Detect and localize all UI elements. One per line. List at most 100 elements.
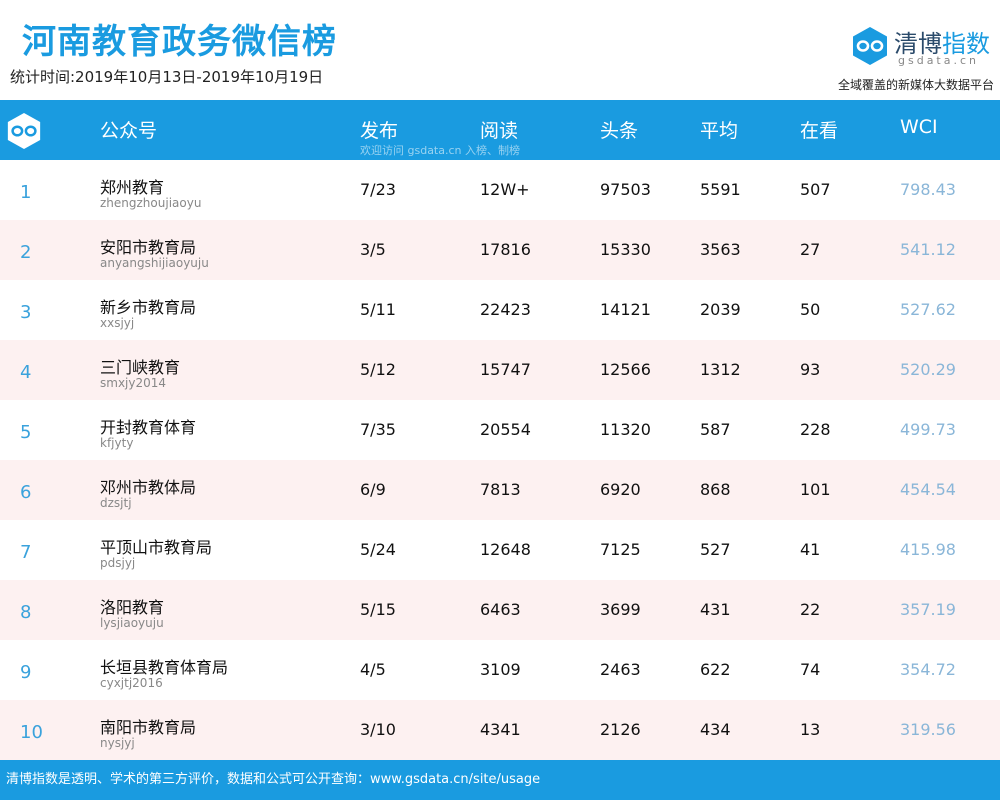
- watching-count: 101: [800, 480, 831, 499]
- average-count: 622: [700, 660, 731, 679]
- publish-count: 7/23: [360, 180, 396, 199]
- headline-count: 3699: [600, 600, 641, 619]
- headline-count: 15330: [600, 240, 651, 259]
- account-name[interactable]: 新乡市教育局: [100, 298, 197, 317]
- wci-score: 354.72: [900, 660, 956, 679]
- watching-count: 93: [800, 360, 821, 379]
- brand-domain: gsdata.cn: [898, 54, 980, 67]
- column-header-headline[interactable]: 头条: [600, 120, 639, 142]
- table-row[interactable]: 6 邓州市教体局 dzsjtj 6/9 7813 6920 868 101 45…: [0, 460, 1000, 520]
- rank: 9: [20, 662, 32, 683]
- read-count: 7813: [480, 480, 521, 499]
- publish-count: 5/15: [360, 600, 396, 619]
- headline-count: 7125: [600, 540, 641, 559]
- publish-count: 7/35: [360, 420, 396, 439]
- publish-count: 5/11: [360, 300, 396, 319]
- watching-count: 22: [800, 600, 821, 619]
- rank: 7: [20, 542, 32, 563]
- publish-count: 3/5: [360, 240, 386, 259]
- account-id: smxjy2014: [100, 376, 167, 390]
- table-row[interactable]: 4 三门峡教育 smxjy2014 5/12 15747 12566 1312 …: [0, 340, 1000, 400]
- average-count: 3563: [700, 240, 741, 259]
- brand-name: 清博指数: [894, 24, 990, 59]
- headline-count: 97503: [600, 180, 651, 199]
- watching-count: 41: [800, 540, 821, 559]
- read-count: 12648: [480, 540, 531, 559]
- publish-count: 3/10: [360, 720, 396, 739]
- column-header-wci[interactable]: WCI: [900, 116, 938, 138]
- table-row[interactable]: 2 安阳市教育局 anyangshijiaoyuju 3/5 17816 153…: [0, 220, 1000, 280]
- account-id: dzsjtj: [100, 496, 132, 510]
- average-count: 2039: [700, 300, 741, 319]
- watching-count: 13: [800, 720, 821, 739]
- column-header-watching[interactable]: 在看: [800, 120, 839, 142]
- read-count: 22423: [480, 300, 531, 319]
- rank: 3: [20, 302, 32, 323]
- table-row[interactable]: 9 长垣县教育体育局 cyxjtj2016 4/5 3109 2463 622 …: [0, 640, 1000, 700]
- account-name[interactable]: 安阳市教育局: [100, 238, 197, 257]
- column-header-average[interactable]: 平均: [700, 120, 739, 142]
- watching-count: 50: [800, 300, 821, 319]
- wci-score: 454.54: [900, 480, 956, 499]
- column-header-read[interactable]: 阅读: [480, 120, 519, 142]
- account-name[interactable]: 洛阳教育: [100, 598, 165, 617]
- average-count: 431: [700, 600, 731, 619]
- table-row[interactable]: 5 开封教育体育 kfjyty 7/35 20554 11320 587 228…: [0, 400, 1000, 460]
- average-count: 5591: [700, 180, 741, 199]
- rank: 2: [20, 242, 32, 263]
- rank: 6: [20, 482, 32, 503]
- read-count: 17816: [480, 240, 531, 259]
- brand-slogan: 全域覆盖的新媒体大数据平台: [837, 78, 994, 92]
- read-count: 20554: [480, 420, 531, 439]
- column-header-publish[interactable]: 发布: [360, 120, 399, 142]
- account-id: cyxjtj2016: [100, 676, 163, 690]
- read-count: 4341: [480, 720, 521, 739]
- wci-score: 319.56: [900, 720, 956, 739]
- ranking-table-body: 1 郑州教育 zhengzhoujiaoyu 7/23 12W+ 97503 5…: [0, 160, 1000, 760]
- table-row[interactable]: 8 洛阳教育 lysjiaoyuju 5/15 6463 3699 431 22…: [0, 580, 1000, 640]
- publish-count: 5/24: [360, 540, 396, 559]
- watching-count: 507: [800, 180, 831, 199]
- wci-score: 527.62: [900, 300, 956, 319]
- table-row[interactable]: 7 平顶山市教育局 pdsjyj 5/24 12648 7125 527 41 …: [0, 520, 1000, 580]
- account-id: nysjyj: [100, 736, 135, 750]
- account-name[interactable]: 三门峡教育: [100, 358, 181, 377]
- account-name[interactable]: 平顶山市教育局: [100, 538, 213, 557]
- column-header-account[interactable]: 公众号: [100, 120, 158, 142]
- footer-text[interactable]: 清博指数是透明、学术的第三方评价，数据和公式可公开查询：www.gsdata.c…: [6, 772, 541, 787]
- brand-block[interactable]: 清博指数 gsdata.cn 全域覆盖的新媒体大数据平台: [824, 24, 994, 94]
- watching-count: 27: [800, 240, 821, 259]
- table-row[interactable]: 3 新乡市教育局 xxsjyj 5/11 22423 14121 2039 50…: [0, 280, 1000, 340]
- account-name[interactable]: 郑州教育: [100, 178, 165, 197]
- page-title: 河南教育政务微信榜: [22, 22, 337, 62]
- infinity-logo-icon: [853, 27, 887, 65]
- headline-count: 2463: [600, 660, 641, 679]
- average-count: 868: [700, 480, 731, 499]
- average-count: 434: [700, 720, 731, 739]
- table-row[interactable]: 1 郑州教育 zhengzhoujiaoyu 7/23 12W+ 97503 5…: [0, 160, 1000, 220]
- account-name[interactable]: 南阳市教育局: [100, 718, 197, 737]
- read-count: 15747: [480, 360, 531, 379]
- account-id: xxsjyj: [100, 316, 135, 330]
- wci-score: 541.12: [900, 240, 956, 259]
- account-id: pdsjyj: [100, 556, 136, 570]
- rank: 5: [20, 422, 32, 443]
- account-name[interactable]: 开封教育体育: [100, 418, 197, 437]
- publish-count: 5/12: [360, 360, 396, 379]
- account-name[interactable]: 邓州市教体局: [100, 478, 197, 497]
- headline-count: 2126: [600, 720, 641, 739]
- table-row[interactable]: 10 南阳市教育局 nysjyj 3/10 4341 2126 434 13 3…: [0, 700, 1000, 760]
- rank: 1: [20, 182, 32, 203]
- publish-count: 6/9: [360, 480, 386, 499]
- infinity-logo-icon: [7, 112, 41, 150]
- wci-score: 499.73: [900, 420, 956, 439]
- rank: 10: [20, 722, 43, 743]
- account-id: zhengzhoujiaoyu: [100, 196, 202, 210]
- watermark-text: 欢迎访问 gsdata.cn 入榜、制榜: [360, 144, 520, 157]
- read-count: 3109: [480, 660, 521, 679]
- account-id: lysjiaoyuju: [100, 616, 164, 630]
- rank: 8: [20, 602, 32, 623]
- account-name[interactable]: 长垣县教育体育局: [100, 658, 229, 677]
- headline-count: 14121: [600, 300, 651, 319]
- watching-count: 74: [800, 660, 821, 679]
